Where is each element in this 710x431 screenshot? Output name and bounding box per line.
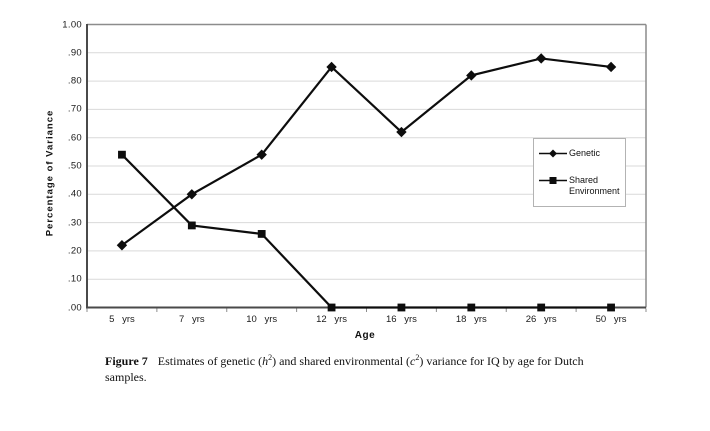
legend-item-genetic: Genetic bbox=[539, 148, 623, 159]
y-tick-label: .90 bbox=[67, 47, 82, 59]
caption-c-symbol: c bbox=[410, 354, 416, 368]
series-line-genetic bbox=[121, 57, 612, 247]
y-tick-label: .20 bbox=[67, 245, 82, 257]
y-tick-label: .80 bbox=[67, 75, 82, 87]
square-marker-shared-environment bbox=[327, 303, 336, 312]
x-tick-label: 7 yrs bbox=[179, 314, 205, 325]
square-marker-shared-environment bbox=[607, 303, 615, 312]
caption-figure-label: Figure 7 bbox=[105, 354, 148, 368]
caption-text-line2: samples. bbox=[105, 370, 147, 384]
x-tick-label: 50 yrs bbox=[595, 314, 627, 325]
caption-h-symbol: h bbox=[262, 354, 269, 368]
y-tick-label: .10 bbox=[67, 273, 82, 285]
diamond-marker-genetic bbox=[535, 53, 547, 64]
y-tick-label: .50 bbox=[67, 160, 82, 172]
diamond-legend-marker-icon bbox=[539, 149, 567, 158]
x-tick-label: 18 yrs bbox=[455, 314, 487, 325]
iq-variance-chart: Percentage of Variance 1.00.90.80.70.60.… bbox=[45, 19, 647, 341]
caption-text: ) variance for IQ by age for Dutch bbox=[419, 354, 584, 368]
x-axis-title: Age bbox=[354, 330, 376, 341]
square-marker-glyph bbox=[549, 177, 557, 184]
square-marker-shared-environment bbox=[397, 303, 406, 312]
caption-text: ) and shared environmental ( bbox=[272, 354, 411, 368]
x-tick-label: 16 yrs bbox=[386, 314, 417, 325]
x-tick-label: 10 yrs bbox=[246, 314, 278, 325]
y-tick-label: .30 bbox=[67, 217, 82, 229]
y-tick-label: .00 bbox=[67, 302, 82, 313]
diamond-marker-genetic bbox=[326, 61, 337, 73]
series-line-shared-environment bbox=[121, 153, 612, 309]
legend: Genetic Shared Environment bbox=[533, 138, 626, 207]
diamond-marker-genetic bbox=[186, 189, 198, 200]
square-marker-shared-environment bbox=[467, 303, 476, 312]
y-tick-label: .40 bbox=[67, 188, 82, 200]
diamond-marker-genetic bbox=[116, 240, 128, 251]
square-marker-shared-environment bbox=[257, 230, 266, 238]
figure-caption: Figure 7 Estimates of genetic (h2) and sh… bbox=[105, 350, 625, 385]
legend-label-shared-environment: Shared Environment bbox=[569, 175, 620, 196]
y-tick-label: .70 bbox=[67, 103, 82, 115]
caption-h-superscript: 2 bbox=[268, 353, 273, 362]
y-tick-label: 1.00 bbox=[62, 19, 82, 30]
diamond-marker-glyph bbox=[549, 149, 557, 158]
caption-text: Estimates of genetic ( bbox=[157, 354, 263, 368]
x-tick-label: 26 yrs bbox=[525, 314, 557, 325]
y-tick-label: .60 bbox=[67, 132, 82, 144]
square-marker-shared-environment bbox=[118, 150, 126, 159]
x-tick-label: 5 yrs bbox=[109, 314, 135, 325]
square-marker-shared-environment bbox=[537, 303, 546, 312]
caption-c-superscript: 2 bbox=[415, 353, 420, 362]
diamond-marker-genetic bbox=[605, 61, 617, 73]
legend-item-shared-environment: Shared Environment bbox=[539, 175, 623, 197]
x-tick-label: 12 yrs bbox=[316, 314, 347, 325]
legend-label-genetic: Genetic bbox=[569, 148, 601, 158]
square-marker-shared-environment bbox=[187, 221, 196, 230]
diamond-marker-genetic bbox=[396, 126, 407, 138]
square-legend-marker-icon bbox=[539, 177, 567, 184]
diamond-marker-genetic bbox=[466, 70, 477, 81]
diamond-marker-genetic bbox=[256, 149, 267, 160]
plot-area bbox=[86, 23, 647, 312]
